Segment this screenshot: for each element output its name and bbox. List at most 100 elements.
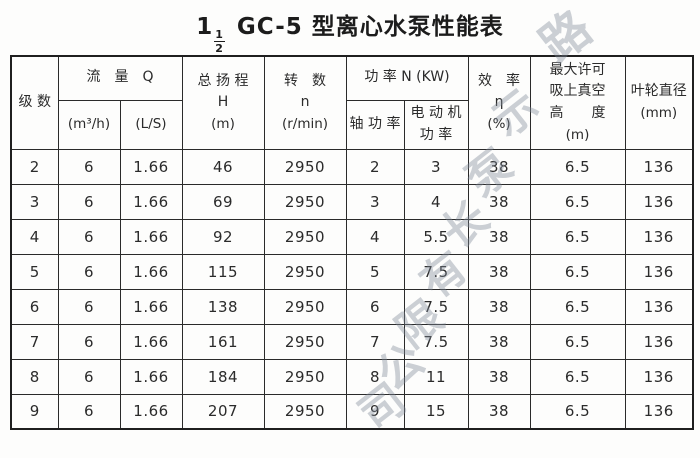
table-row: 3 6 1.66 69 2950 3 4 38 6.5 136 — [10, 183, 694, 220]
table-cell: 6 — [57, 393, 121, 430]
table-cell: 6.5 — [529, 358, 626, 395]
table-cell: 38 — [467, 183, 531, 220]
table-cell: 7 — [10, 323, 59, 360]
speed-label: 转 数 — [284, 72, 326, 89]
efficiency-symbol: η — [494, 94, 504, 111]
table-row: 8 6 1.66 184 2950 8 11 38 6.5 136 — [10, 358, 694, 395]
table-cell: 6.5 — [529, 183, 626, 220]
table-cell: 1.66 — [119, 393, 183, 430]
table-row: 7 6 1.66 161 2950 7 7.5 38 6.5 136 — [10, 323, 694, 360]
table-cell: 38 — [467, 148, 531, 185]
vacuum-label-2: 吸上真空 — [549, 83, 606, 100]
table-cell: 136 — [624, 288, 694, 325]
table-cell: 3 — [403, 148, 469, 185]
table-cell: 6 — [57, 288, 121, 325]
table-cell: 9 — [10, 393, 59, 430]
vacuum-unit: (m) — [565, 126, 590, 143]
table-cell: 1.66 — [119, 253, 183, 290]
col-header-total-head: 总 扬 程 H (m) — [181, 55, 265, 150]
table-cell: 207 — [181, 393, 265, 430]
table-cell: 6 — [57, 358, 121, 395]
table-cell: 2 — [345, 148, 405, 185]
col-header-flow-m3h: (m³/h) — [57, 99, 121, 150]
col-header-speed: 转 数 n (r/min) — [263, 55, 347, 150]
table-cell: 92 — [181, 218, 265, 255]
table-cell: 6 — [57, 218, 121, 255]
table-cell: 1.66 — [119, 358, 183, 395]
fraction-denominator: 2 — [215, 42, 224, 55]
table-cell: 3 — [10, 183, 59, 220]
table-cell: 4 — [10, 218, 59, 255]
table-cell: 6.5 — [529, 218, 626, 255]
col-header-power-group: 功 率 N (KW) — [345, 55, 469, 101]
table-cell: 136 — [624, 148, 694, 185]
table-cell: 1.66 — [119, 183, 183, 220]
efficiency-unit: (%) — [487, 115, 511, 132]
table-cell: 6 — [345, 288, 405, 325]
table-cell: 1.66 — [119, 288, 183, 325]
table-cell: 5 — [10, 253, 59, 290]
table-cell: 115 — [181, 253, 265, 290]
col-header-flow-group: 流 量 Q — [57, 55, 183, 101]
table-cell: 2950 — [263, 253, 347, 290]
impeller-unit: (mm) — [640, 105, 678, 122]
table-cell: 8 — [345, 358, 405, 395]
table-cell: 38 — [467, 218, 531, 255]
table-cell: 11 — [403, 358, 469, 395]
table-cell: 7.5 — [403, 323, 469, 360]
table-cell: 6 — [57, 323, 121, 360]
table-cell: 136 — [624, 183, 694, 220]
table-cell: 38 — [467, 288, 531, 325]
head-symbol: H — [217, 94, 229, 111]
table-cell: 161 — [181, 323, 265, 360]
pump-performance-table: 级 数 流 量 Q 总 扬 程 H (m) 转 数 n (r/min) 功 率 … — [10, 55, 694, 430]
table-cell: 1.66 — [119, 323, 183, 360]
title-whole-number: 1 — [196, 14, 214, 40]
table-cell: 2 — [10, 148, 59, 185]
table-cell: 6.5 — [529, 288, 626, 325]
table-cell: 138 — [181, 288, 265, 325]
table-cell: 4 — [345, 218, 405, 255]
fraction-numerator: 1 — [214, 28, 225, 42]
table-cell: 6.5 — [529, 148, 626, 185]
table-cell: 38 — [467, 358, 531, 395]
table-cell: 8 — [10, 358, 59, 395]
table-cell: 2950 — [263, 358, 347, 395]
table-cell: 5.5 — [403, 218, 469, 255]
table-cell: 136 — [624, 253, 694, 290]
title-text: GC-5 型离心水泵性能表 — [227, 14, 504, 40]
table-cell: 2950 — [263, 148, 347, 185]
table-cell: 136 — [624, 323, 694, 360]
table-cell: 6 — [57, 183, 121, 220]
table-row: 2 6 1.66 46 2950 2 3 38 6.5 136 — [10, 148, 694, 185]
table-cell: 6.5 — [529, 323, 626, 360]
table-cell: 1.66 — [119, 148, 183, 185]
table-cell: 9 — [345, 393, 405, 430]
table-body: 2 6 1.66 46 2950 2 3 38 6.5 136 3 6 1.66 69 2950 3 4 38 6.… — [10, 148, 694, 430]
head-unit: (m) — [211, 115, 235, 132]
table-cell: 15 — [403, 393, 469, 430]
speed-unit: (r/min) — [281, 115, 329, 132]
table-cell: 136 — [624, 218, 694, 255]
col-header-impeller-diameter: 叶轮直径 (mm) — [624, 55, 694, 150]
table-row: 5 6 1.66 115 2950 5 7.5 38 6.5 136 — [10, 253, 694, 290]
table-cell: 3 — [345, 183, 405, 220]
table-cell: 2950 — [263, 393, 347, 430]
table-cell: 7 — [345, 323, 405, 360]
motor-power-label-2: 功 率 — [419, 126, 453, 143]
col-header-motor-power: 电 动 机 功 率 — [403, 99, 469, 150]
efficiency-label: 效 率 — [478, 72, 520, 89]
table-cell: 2950 — [263, 323, 347, 360]
table-cell: 136 — [624, 393, 694, 430]
table-cell: 6 — [10, 288, 59, 325]
vacuum-label-3: 高 度 — [549, 105, 606, 122]
table-cell: 6.5 — [529, 393, 626, 430]
table-cell: 69 — [181, 183, 265, 220]
table-cell: 7.5 — [403, 253, 469, 290]
col-header-stages: 级 数 — [10, 55, 59, 150]
table-cell: 7.5 — [403, 288, 469, 325]
table-cell: 2950 — [263, 218, 347, 255]
col-header-vacuum-height: 最大许可 吸上真空 高 度 (m) — [529, 55, 626, 150]
